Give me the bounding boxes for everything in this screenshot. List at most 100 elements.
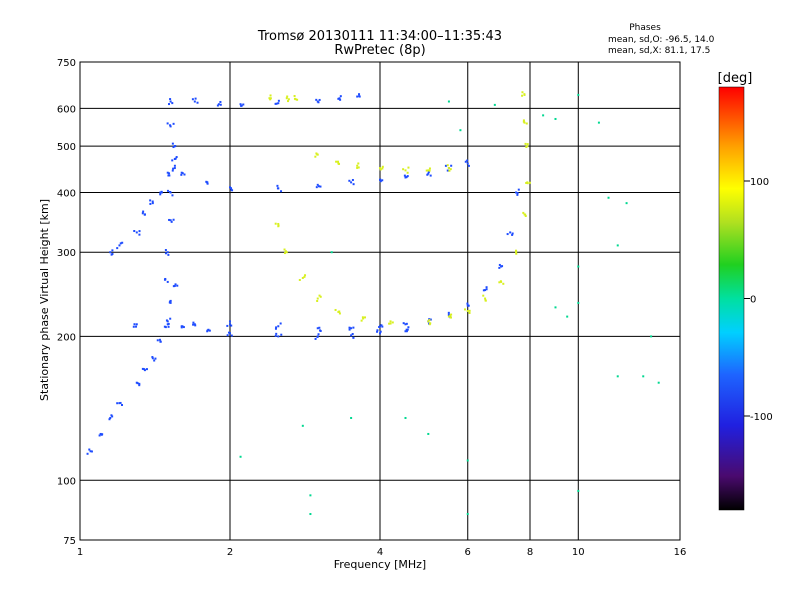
data-point: [339, 95, 342, 98]
data-point: [319, 185, 322, 188]
data-point: [425, 169, 428, 172]
data-point: [468, 309, 471, 312]
data-point: [446, 169, 449, 172]
data-point: [133, 230, 136, 233]
data-point: [168, 190, 171, 193]
x-axis-ticks: 1 2 4 6 8 10 16: [77, 547, 687, 558]
data-point: [108, 418, 111, 421]
data-point: [444, 164, 447, 167]
data-point: [303, 275, 306, 278]
data-point: [526, 182, 529, 185]
data-point: [230, 324, 233, 327]
data-point: [521, 91, 524, 94]
data-point: [427, 320, 430, 323]
data-point: [352, 336, 355, 339]
data-point: [330, 251, 333, 254]
data-point: [334, 308, 337, 311]
data-point: [466, 302, 469, 305]
data-point: [120, 403, 123, 406]
data-point: [467, 304, 470, 307]
data-points: [86, 91, 660, 516]
data-point: [166, 189, 169, 192]
data-point: [166, 122, 169, 125]
data-point: [99, 432, 102, 435]
data-point: [404, 416, 407, 419]
data-point: [217, 103, 220, 106]
data-point: [294, 98, 297, 101]
data-point: [350, 181, 353, 184]
data-point: [316, 299, 319, 302]
data-point: [269, 98, 272, 101]
data-point: [239, 103, 242, 106]
data-point: [650, 335, 653, 338]
data-point: [405, 328, 408, 331]
data-point: [309, 494, 312, 497]
phases-x-stats: mean, sd,X: 81.1, 17.5: [608, 46, 710, 56]
data-point: [169, 98, 172, 101]
data-point: [166, 323, 169, 326]
data-point: [468, 311, 471, 314]
data-point: [358, 95, 361, 98]
data-point: [484, 297, 487, 300]
data-point: [149, 199, 152, 202]
data-point: [154, 357, 157, 360]
data-point: [317, 185, 320, 188]
data-point: [525, 145, 528, 148]
data-point: [138, 233, 141, 236]
data-point: [467, 164, 470, 167]
y-tick-label: 100: [57, 476, 76, 487]
phases-o-stats: mean, sd,O: -96.5, 14.0: [608, 35, 715, 45]
data-point: [350, 327, 353, 330]
data-point: [206, 182, 209, 185]
data-point: [133, 323, 136, 326]
data-point: [242, 103, 245, 106]
x-tick-label: 10: [572, 547, 585, 558]
data-point: [337, 97, 340, 100]
data-point: [168, 172, 171, 175]
data-point: [143, 213, 146, 216]
data-point: [316, 297, 319, 300]
data-point: [515, 249, 518, 252]
x-tick-label: 2: [227, 547, 233, 558]
data-point: [524, 214, 527, 217]
data-point: [447, 315, 450, 318]
data-point: [356, 164, 359, 167]
data-point: [450, 313, 453, 316]
data-point: [449, 168, 452, 171]
data-point: [168, 218, 171, 221]
data-point: [169, 125, 172, 128]
data-point: [164, 277, 167, 280]
data-point: [168, 174, 171, 177]
data-point: [159, 191, 162, 194]
data-point: [554, 117, 557, 120]
data-point: [406, 328, 409, 331]
data-point: [406, 175, 409, 178]
data-point: [171, 169, 174, 172]
data-point: [180, 326, 183, 329]
data-point: [348, 328, 351, 331]
data-point: [111, 249, 114, 252]
data-point: [135, 231, 138, 234]
data-point: [193, 323, 196, 326]
data-point: [516, 192, 519, 195]
data-point: [577, 489, 580, 492]
data-point: [338, 162, 341, 165]
data-point: [196, 101, 199, 104]
data-point: [132, 325, 135, 328]
data-point: [301, 424, 304, 427]
data-point: [449, 316, 452, 319]
data-point: [318, 98, 321, 101]
data-point: [191, 98, 194, 101]
data-point: [352, 183, 355, 186]
data-point: [175, 156, 178, 159]
data-point: [142, 210, 145, 213]
data-point: [463, 308, 466, 311]
data-point: [351, 333, 354, 336]
data-point: [277, 102, 280, 105]
data-point: [350, 416, 353, 419]
data-point: [88, 448, 91, 451]
data-point: [404, 169, 407, 172]
data-point: [151, 357, 154, 360]
data-point: [511, 232, 514, 235]
data-point: [141, 367, 144, 370]
